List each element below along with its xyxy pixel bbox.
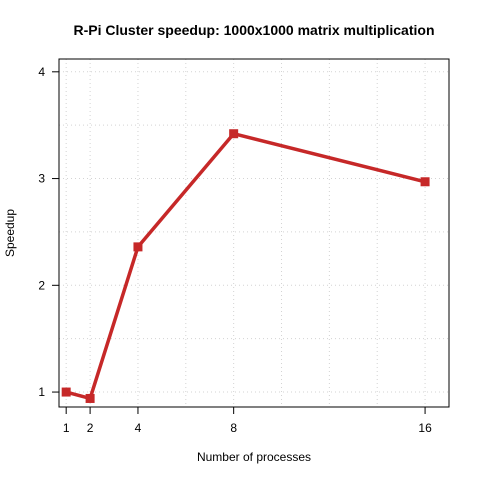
- x-tick-label: 2: [87, 421, 94, 435]
- grid-lines: [59, 59, 449, 407]
- y-tick-label: 4: [38, 65, 45, 79]
- x-tick-label: 16: [418, 421, 432, 435]
- series-line: [64, 131, 427, 401]
- chart-title: R-Pi Cluster speedup: 1000x1000 matrix m…: [73, 22, 434, 38]
- data-point-marker: [229, 129, 239, 139]
- data-point-marker: [133, 242, 143, 252]
- y-tick-label: 1: [38, 385, 45, 399]
- y-tick-label: 3: [38, 172, 45, 186]
- data-point-marker: [85, 393, 95, 403]
- x-axis-label: Number of processes: [197, 450, 311, 464]
- plot-frame: [58, 58, 450, 408]
- data-point-marker: [61, 387, 71, 397]
- x-tick-label: 1: [63, 421, 70, 435]
- data-point-marker: [420, 177, 430, 187]
- y-axis-label: Speedup: [3, 209, 17, 257]
- x-tick-label: 8: [230, 421, 237, 435]
- y-tick-label: 2: [38, 278, 45, 292]
- x-tick-label: 4: [135, 421, 142, 435]
- axis-ticks: 1 2 4 8 16 1 2 3 4: [38, 65, 432, 435]
- speedup-series: [61, 129, 430, 403]
